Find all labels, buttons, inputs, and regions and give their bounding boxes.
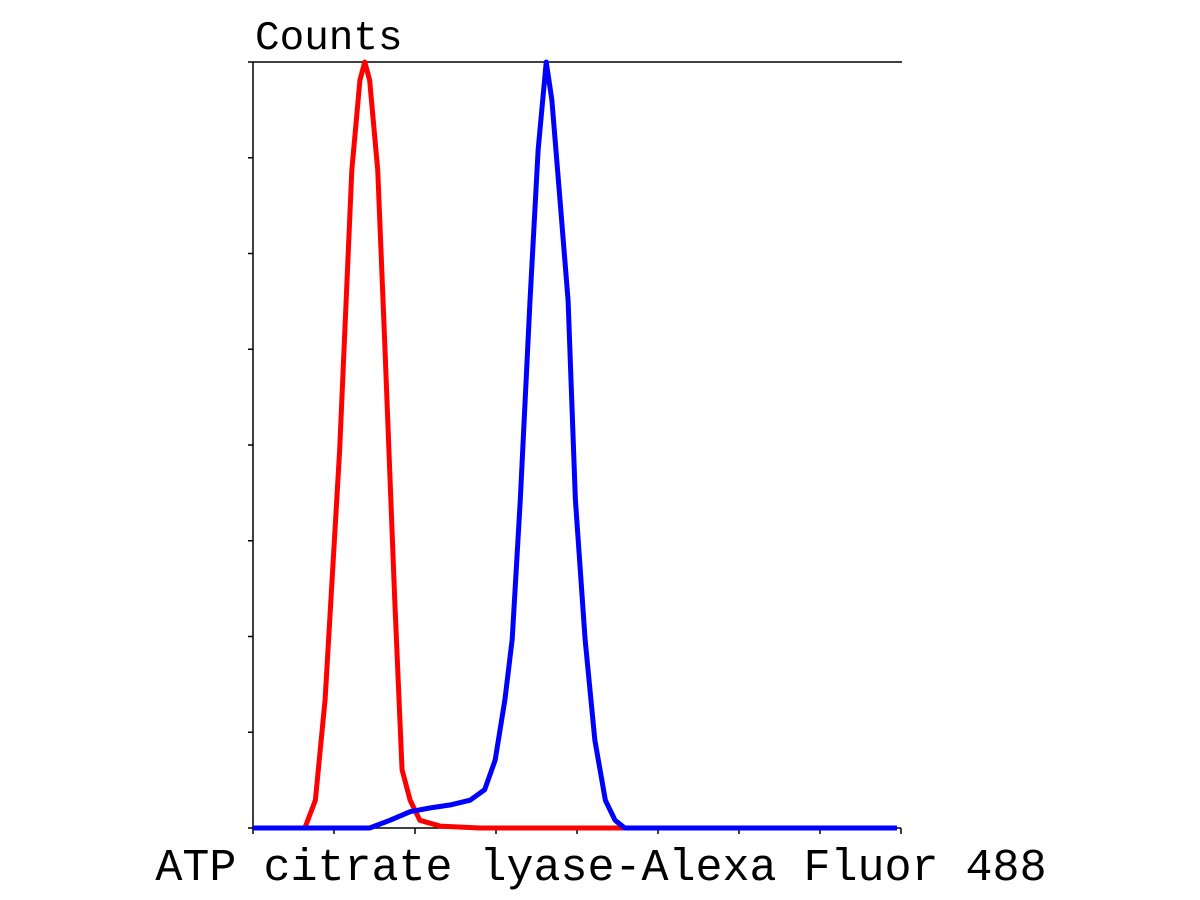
histogram-line <box>253 59 897 831</box>
histogram-line <box>253 59 897 831</box>
y-axis-title: Counts <box>255 16 403 62</box>
x-axis-title: ATP citrate lyase-Alexa Fluor 488 <box>155 843 1046 894</box>
